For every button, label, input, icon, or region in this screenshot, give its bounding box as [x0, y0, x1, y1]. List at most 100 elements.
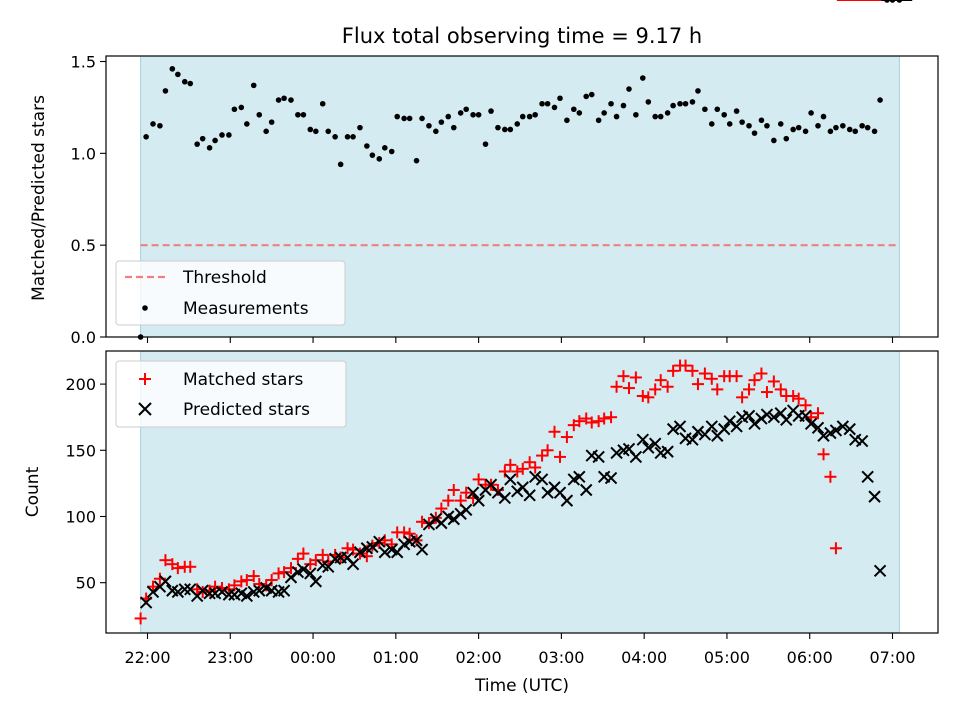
measurement-point	[457, 110, 464, 116]
measurement-point	[157, 122, 163, 129]
measurement-point	[588, 91, 595, 98]
y-tick-label: 1.5	[71, 53, 96, 72]
measurement-point	[275, 97, 282, 103]
measurement-point	[401, 115, 407, 122]
predicted-star-marker	[454, 507, 467, 521]
measurement-point	[450, 124, 457, 131]
predicted-star-marker	[159, 575, 172, 588]
matched-star-marker	[649, 383, 662, 396]
predicted-star-marker	[691, 425, 705, 438]
matched-star-marker	[730, 370, 743, 383]
predicted-star-marker	[541, 486, 554, 499]
predicted-star-marker	[277, 584, 291, 597]
matched-star-marker	[291, 552, 304, 565]
measurement-point	[877, 97, 883, 103]
measurement-point	[313, 128, 319, 135]
measurement-point	[820, 113, 827, 120]
measurement-point	[250, 82, 257, 89]
measurement-point	[206, 145, 213, 151]
matched-star-marker	[159, 554, 172, 567]
predicted-star-marker	[673, 420, 687, 433]
matched-star-marker	[134, 612, 147, 625]
measurement-point	[199, 135, 206, 142]
predicted-star-marker	[843, 422, 856, 436]
matched-stars-markers	[134, 0, 913, 625]
predicted-star-marker	[723, 414, 736, 428]
matched-star-marker	[622, 382, 635, 395]
x-tick-label: 02:00	[456, 648, 502, 667]
legend-predicted-swatch	[138, 402, 152, 416]
measurement-point	[639, 75, 646, 81]
measurement-point	[344, 134, 351, 140]
measurement-point	[502, 126, 508, 133]
count-legend: Matched stars Predicted stars	[115, 360, 347, 428]
predicted-star-marker	[472, 494, 485, 507]
y-tick-label: 1.0	[71, 144, 96, 163]
measurement-point	[758, 117, 765, 124]
matched-star-marker	[554, 450, 567, 463]
predicted-star-marker	[253, 584, 266, 597]
measurement-point	[790, 126, 796, 133]
measurement-point	[633, 111, 639, 118]
predicted-star-marker	[498, 491, 512, 505]
matched-star-marker	[629, 371, 642, 384]
matched-star-marker	[585, 416, 598, 429]
measurement-point	[620, 102, 627, 109]
measurement-point	[181, 78, 188, 85]
predicted-star-marker	[171, 585, 185, 599]
predicted-star-marker	[661, 445, 674, 458]
predicted-star-marker	[666, 422, 680, 436]
predicted-star-marker	[203, 587, 216, 600]
measurement-point	[350, 134, 356, 140]
measurement-point	[764, 122, 770, 129]
measurement-point	[583, 93, 590, 100]
measurement-point	[143, 134, 149, 140]
predicted-star-marker	[686, 433, 699, 446]
measurement-point	[376, 156, 383, 162]
matched-star-marker	[799, 399, 812, 412]
measurement-point	[751, 130, 758, 136]
predicted-star-marker	[560, 494, 574, 507]
measurement-point	[212, 137, 218, 144]
matched-star-marker	[247, 570, 260, 583]
x-tick-label: 23:00	[207, 648, 253, 667]
predicted-star-marker	[861, 470, 874, 483]
predicted-star-marker	[755, 412, 768, 425]
predicted-star-marker	[629, 450, 643, 464]
measurement-point	[682, 100, 689, 107]
matched-star-marker	[541, 444, 554, 457]
measurement-point	[852, 128, 859, 135]
matched-star-marker	[636, 390, 649, 403]
measurement-point	[463, 106, 469, 113]
measurement-point	[332, 134, 338, 140]
ratio-y-label: Matched/Predicted stars	[29, 95, 49, 301]
predicted-star-marker	[767, 410, 781, 424]
matched-star-marker	[617, 370, 630, 383]
ratio-panel-frame	[105, 55, 939, 338]
predicted-star-marker	[748, 417, 761, 431]
predicted-star-marker	[836, 420, 850, 433]
measurement-point	[263, 128, 269, 135]
matched-star-marker	[792, 392, 805, 405]
x-axis-label: Time (UTC)	[474, 676, 569, 696]
measurement-point	[864, 124, 871, 131]
matched-star-marker	[548, 425, 561, 438]
measurement-point	[746, 122, 752, 129]
measurement-point	[613, 113, 620, 120]
matched-star-marker	[767, 375, 780, 388]
predicted-star-marker	[422, 518, 436, 531]
matched-star-marker	[654, 374, 667, 387]
measurement-point	[827, 128, 834, 135]
predicted-star-marker	[817, 429, 830, 442]
measurement-point	[256, 111, 263, 118]
matched-star-marker	[817, 448, 830, 461]
ratio-y-ticks: 0.0 0.5 1.0 1.5	[71, 53, 106, 347]
predicted-star-marker	[636, 433, 649, 446]
matched-star-marker	[787, 390, 800, 403]
matched-star-marker	[560, 431, 573, 444]
matched-star-marker	[184, 560, 197, 573]
measurement-point	[576, 110, 583, 116]
measurement-point	[470, 111, 476, 118]
matched-star-marker	[605, 411, 618, 424]
